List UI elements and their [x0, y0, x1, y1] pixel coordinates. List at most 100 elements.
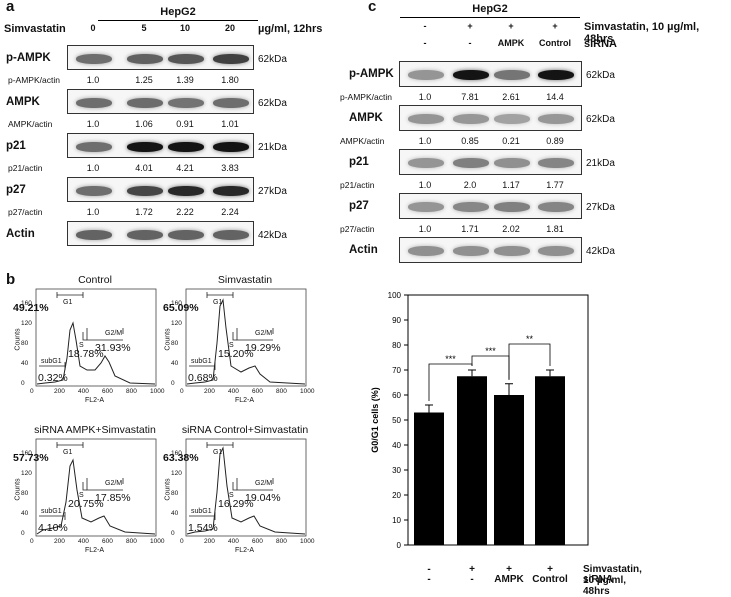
blot-ratio-label: p21/actin: [340, 180, 375, 190]
blot-protein-label: p-AMPK: [6, 52, 51, 64]
y-tick-label: 0: [397, 541, 402, 550]
panel-c-simva: -: [423, 21, 427, 31]
blot-band: [408, 246, 444, 256]
y-tick-label: 80: [392, 341, 401, 350]
blot-ratio-label: p-AMPK/actin: [8, 75, 60, 85]
blot-kda-label: 27kDa: [258, 186, 287, 197]
histogram-curve: [186, 298, 306, 385]
g1-percent: 63.38%: [163, 452, 199, 464]
histogram-curve: [36, 321, 156, 385]
blot-band: [168, 185, 204, 196]
blot-band: [408, 202, 444, 212]
blot-protein-label: p27: [349, 200, 369, 212]
blot-band: [453, 114, 489, 124]
y-tick-label: 40: [21, 510, 29, 517]
gate-g2m: [86, 478, 124, 491]
x-tick-label: 0: [30, 538, 34, 545]
y-axis-label: Counts: [14, 478, 22, 501]
flow-histogram: G1 65.09% S 15.20% G2/M 19.29% subG1 0.68%: [163, 288, 315, 388]
blot-kda-label: 62kDa: [258, 98, 287, 109]
x-axis-label: FL2-A: [85, 397, 105, 404]
gate-s-label: S: [79, 492, 84, 499]
panel-c-header-line: [400, 17, 580, 18]
blot-ratio-value: 4.01: [135, 163, 153, 173]
blot-ratio-label: p27/actin: [8, 207, 43, 217]
y-tick-label: 80: [21, 490, 29, 497]
panel-b-label: b: [6, 271, 16, 288]
blot-band: [213, 97, 249, 108]
significance-label: ***: [485, 346, 496, 356]
bar-simva-sign: +: [469, 564, 475, 575]
g2m-percent: 19.04%: [245, 492, 281, 504]
blot-band: [538, 70, 574, 80]
gate-s-label: S: [79, 342, 84, 349]
blot-image: [67, 177, 254, 202]
significance-bracket: [508, 343, 551, 380]
blot-ratio-value: 0.21: [502, 136, 520, 146]
x-tick-label: 400: [228, 538, 239, 545]
gate-g2m-label: G2/M: [105, 330, 123, 337]
y-tick-label: 0: [21, 530, 25, 537]
blot-ratio-value: 2.24: [221, 207, 239, 217]
panel-c-simva: +: [552, 21, 558, 31]
blot-kda-label: 62kDa: [586, 70, 615, 81]
gate-subg1-label: subG1: [41, 358, 62, 365]
gate-subg1: [39, 362, 66, 370]
gate-g2m: [236, 478, 274, 491]
x-tick-label: 0: [30, 388, 34, 395]
blot-band: [453, 202, 489, 212]
blot-image: [67, 45, 254, 70]
bar-sirna-value: AMPK: [494, 574, 524, 585]
blot-ratio-value: 1.0: [86, 207, 100, 217]
gate-g2m: [236, 328, 274, 341]
blot-image: [399, 61, 582, 87]
significance-bracket: [471, 355, 510, 380]
y-tick-label: 40: [21, 360, 29, 367]
blot-ratio-value: 1.0: [86, 163, 100, 173]
y-tick-label: 20: [392, 491, 401, 500]
blot-ratio-value: 0.85: [461, 136, 479, 146]
y-tick-label: 80: [21, 340, 29, 347]
subg1-percent: 1.54%: [188, 522, 218, 534]
bar-sirna-value: -: [470, 574, 474, 585]
blot-ratio-value: 7.81: [461, 92, 479, 102]
blot-band: [76, 53, 112, 64]
panel-a-treatment-label: Simvastatin: [4, 23, 66, 35]
blot-protein-label: Actin: [349, 244, 378, 256]
bar-sirna-value: Control: [532, 574, 568, 585]
gate-g1-label: G1: [63, 449, 73, 456]
blot-ratio-value: 1.0: [418, 136, 432, 146]
gate-s-label: S: [229, 342, 234, 349]
histogram-title: siRNA AMPK+Simvastatin: [34, 424, 156, 436]
y-tick-label: 160: [21, 450, 32, 457]
bar: [535, 376, 565, 545]
blot-band: [168, 53, 204, 64]
blot-band: [408, 70, 444, 80]
y-tick-label: 100: [388, 291, 402, 300]
blot-band: [538, 158, 574, 168]
y-tick-label: 50: [392, 416, 401, 425]
blot-band: [76, 185, 112, 196]
blot-image: [67, 221, 254, 246]
panel-a-dose: 0: [90, 23, 96, 33]
flow-histogram-plot: [185, 288, 307, 387]
panel-a-dose: 10: [179, 23, 190, 33]
y-tick-label: 80: [171, 490, 179, 497]
gate-g2m-label: G2/M: [255, 330, 273, 337]
blot-ratio-value: 1.0: [418, 92, 432, 102]
histogram-title: Control: [78, 274, 112, 286]
blot-kda-label: 42kDa: [258, 230, 287, 241]
x-axis-label: FL2-A: [235, 397, 255, 404]
panel-c-label: c: [368, 0, 377, 15]
blot-kda-label: 62kDa: [258, 54, 287, 65]
blot-kda-label: 62kDa: [586, 114, 615, 125]
x-tick-label: 200: [204, 538, 215, 545]
histogram-curve: [36, 458, 156, 535]
blot-image: [399, 193, 582, 219]
significance-label: ***: [445, 354, 456, 364]
histogram-frame: [185, 438, 307, 537]
y-tick-label: 80: [171, 340, 179, 347]
panel-c-sirna-label: siRNA: [584, 38, 618, 50]
blot-band: [453, 246, 489, 256]
panel-c-simva: +: [508, 21, 514, 31]
